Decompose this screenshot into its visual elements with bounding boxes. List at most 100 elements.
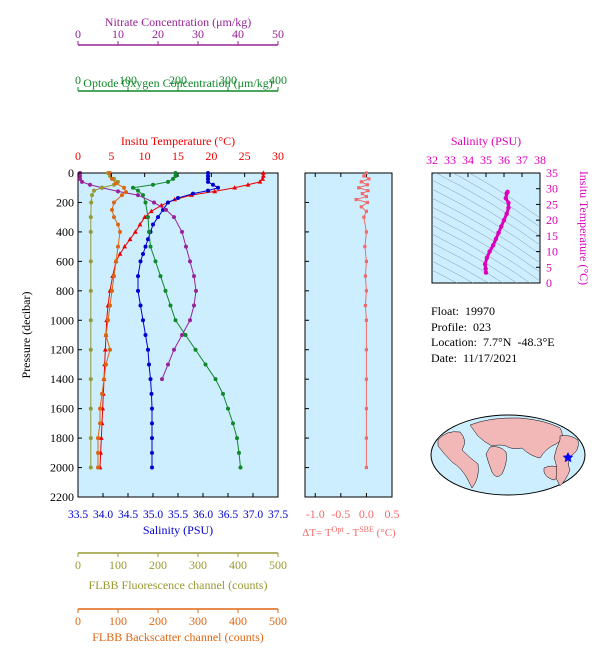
temperature-tick-label: 25 xyxy=(239,149,251,163)
backscatter-tick-label: 300 xyxy=(189,614,207,628)
nitrate-axis-label: Nitrate Concentration (μm/kg) xyxy=(105,15,251,29)
ts-ytick-label: 5 xyxy=(546,260,552,274)
nitrate-point xyxy=(166,362,170,367)
oxygen-point xyxy=(131,185,135,190)
nitrate-point xyxy=(188,318,192,323)
profile-label: Profile: xyxy=(431,319,467,334)
oxygen-point xyxy=(153,259,158,264)
backscatter-point xyxy=(96,465,100,470)
delta-tick-label: 0.0 xyxy=(359,507,374,521)
pressure-tick-label: 2200 xyxy=(50,490,74,504)
nitrate-tick-label: 20 xyxy=(152,27,164,41)
ts-xtick-label: 35 xyxy=(480,153,492,167)
oxygen-point xyxy=(226,406,230,411)
oxygen-tick-label: 200 xyxy=(169,73,187,87)
nitrate-point xyxy=(192,303,196,308)
salinity-axis-label: Salinity (PSU) xyxy=(143,523,213,537)
ts-point xyxy=(493,236,499,242)
backscatter-point xyxy=(108,303,112,308)
backscatter-tick-label: 0 xyxy=(75,614,81,628)
backscatter-point xyxy=(120,193,124,198)
temperature-point xyxy=(117,251,123,256)
float-info-block: Float: 19970 Profile: 023 Location: 7.7°… xyxy=(431,304,555,366)
ts-point xyxy=(503,195,508,201)
date-value: 11/17/2021 xyxy=(463,350,518,365)
oxygen-point xyxy=(143,200,148,205)
delta-axis-label: ΔT= TOpt - TSBE (°C) xyxy=(302,525,396,540)
delta-point xyxy=(359,205,363,209)
backscatter-tick-label: 500 xyxy=(269,614,287,628)
ts-ytick-label: 20 xyxy=(546,213,558,227)
fluorescence-point xyxy=(90,193,94,198)
location-value: 7.7°N -48.3°E xyxy=(482,335,555,349)
delta-point xyxy=(364,377,369,381)
temperature-tick-label: 5 xyxy=(108,149,114,163)
oxygen-point xyxy=(238,465,243,470)
oxygen-point xyxy=(136,188,140,193)
temperature-point xyxy=(127,236,133,242)
backscatter-point xyxy=(110,207,114,212)
delta-tick-label: -1.0 xyxy=(306,507,325,521)
oxygen-tick-label: 400 xyxy=(269,73,287,87)
temperature-tick-label: 10 xyxy=(139,149,151,163)
salinity-point xyxy=(147,362,151,367)
temperature-point xyxy=(260,173,266,178)
temperature-point xyxy=(98,435,104,440)
ts-ytick-label: 0 xyxy=(546,276,552,290)
delta-point xyxy=(363,303,367,308)
backscatter-point xyxy=(110,176,114,181)
pressure-axis: 0 200 400 600 800 1000 1200 1400 1600 1800 2000 220… xyxy=(50,166,82,504)
float-label: Float: xyxy=(431,304,460,318)
ts-contour xyxy=(432,233,518,283)
backscatter-point xyxy=(114,181,118,186)
salinity-point xyxy=(156,215,160,220)
oxygen-point xyxy=(166,179,170,184)
salinity-tick-label: 34.5 xyxy=(118,509,138,521)
oxygen-point xyxy=(173,173,178,178)
ts-xtick-label: 32 xyxy=(426,153,438,167)
salinity-point xyxy=(146,347,150,352)
temperature-point xyxy=(137,221,143,227)
ts-ytick-label: 15 xyxy=(546,229,558,243)
ts-point xyxy=(487,249,492,254)
pressure-tick-label: 0 xyxy=(68,166,74,180)
ts-point xyxy=(499,224,504,229)
delta-point xyxy=(359,180,363,184)
nitrate-tick-label: 30 xyxy=(192,27,204,41)
ts-point xyxy=(506,205,511,210)
nitrate-point xyxy=(172,215,176,220)
ts-contour xyxy=(432,251,490,283)
salinity-tick-label: 36.0 xyxy=(193,509,213,521)
ts-contour xyxy=(432,197,540,264)
delta-point xyxy=(363,245,367,249)
nitrate-tick-label: 40 xyxy=(232,27,244,41)
backscatter-point xyxy=(96,450,100,455)
salinity-point xyxy=(166,200,170,205)
nitrate-tick-label: 10 xyxy=(112,27,124,41)
temperature-tick-label: 20 xyxy=(205,149,217,163)
ts-title: Salinity (PSU) xyxy=(451,134,521,148)
bottom-axes: 33.5 34.0 34.5 35.0 35.5 36.0 36.5 37.0 37.5 Sali… xyxy=(68,493,288,644)
ts-contour xyxy=(432,188,540,255)
backscatter-point xyxy=(110,288,114,293)
pressure-tick-label: 400 xyxy=(56,225,74,239)
map-land-americas-west xyxy=(437,431,479,489)
ts-point xyxy=(505,189,510,195)
delta-point xyxy=(364,407,369,411)
temperature-tick-label: 15 xyxy=(172,149,184,163)
salinity-point xyxy=(176,196,180,201)
oxygen-point xyxy=(141,193,145,198)
temperature-point xyxy=(212,188,218,194)
nitrate-line xyxy=(79,173,197,380)
location-row: Location: 7.7°N -48.3°E xyxy=(431,335,555,351)
oxygen-tick-label: 100 xyxy=(119,73,137,87)
nitrate-point xyxy=(180,229,184,234)
salinity-point xyxy=(149,391,154,396)
oxygen-point xyxy=(173,171,178,175)
backscatter-point xyxy=(122,185,126,190)
backscatter-point xyxy=(112,274,116,279)
ts-point xyxy=(506,200,511,206)
backscatter-tick-label: 200 xyxy=(149,614,167,628)
salinity-point xyxy=(216,185,220,190)
